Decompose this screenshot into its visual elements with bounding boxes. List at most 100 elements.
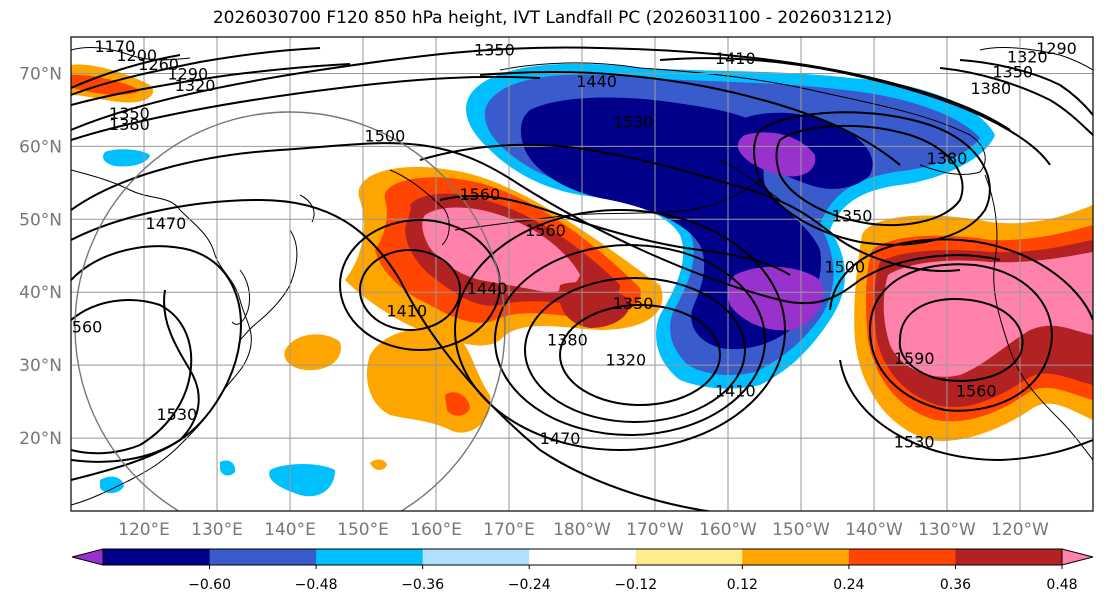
- colorbar-segment-5: [635, 549, 743, 565]
- figure-title: 2026030700 F120 850 hPa height, IVT Land…: [212, 8, 893, 28]
- contour-label-20: 1380: [970, 79, 1011, 98]
- colorbar-segment-8: [955, 549, 1063, 565]
- contour-label-31: 1260: [138, 55, 179, 74]
- colorbar-segment-0: [103, 549, 211, 565]
- contour-low-1410-ring: [454, 209, 786, 451]
- lon-label-7: 170°W: [626, 520, 684, 540]
- colorbar: −0.60 −0.48 −0.36 −0.24 −0.12 0.12 0.24 0.36 0.4…: [71, 548, 1094, 593]
- coast-alaska: [499, 62, 986, 201]
- lon-label-12: 120°W: [991, 520, 1049, 540]
- contour-nw-low-1410: [359, 249, 461, 331]
- colorbar-tick-label-5: 0.12: [727, 577, 758, 593]
- colorbar-extend-low: [71, 548, 104, 566]
- colorbar-extend-high: [1061, 548, 1094, 566]
- contour-label-0: 1350: [474, 40, 515, 59]
- lat-label-5: 70°N: [19, 64, 62, 84]
- lat-label-3: 50°N: [19, 210, 62, 230]
- contour-1560: [439, 195, 791, 276]
- contour-low-1350: [524, 277, 746, 423]
- colorbar-segment-6: [742, 549, 850, 565]
- contour-label-11: 1320: [605, 350, 646, 369]
- coastlines: [71, 47, 1093, 506]
- neg-sw-small-1: [269, 464, 335, 497]
- contour-label-12: 1410: [715, 382, 756, 401]
- lon-label-4: 160°E: [410, 520, 462, 540]
- lon-label-5: 170°E: [483, 520, 535, 540]
- contour-label-33: 1170: [94, 37, 135, 56]
- colorbar-segment-4: [529, 549, 637, 565]
- contour-label-16: 1590: [894, 349, 935, 368]
- contour-north-1440: [479, 70, 901, 166]
- neg-nw-small: [103, 149, 150, 167]
- contour-label-15: 1560: [956, 382, 997, 401]
- ivt-negative-shading: [100, 63, 995, 497]
- lat-label-1: 30°N: [19, 356, 62, 376]
- contour-label-24: 1470: [146, 214, 187, 233]
- contour-west-low-2: [71, 299, 193, 455]
- lat-label-0: 20°N: [19, 429, 62, 449]
- lon-label-6: 180°W: [553, 520, 611, 540]
- coast-kamchatka: [389, 169, 450, 246]
- contour-labels: 1350 1410 1440 1530 1500 1560 1560 1440 1410 1350…: [62, 37, 1077, 452]
- lat-label-2: 40°N: [19, 283, 62, 303]
- map-frame: [70, 36, 1094, 512]
- contour-label-23: 1290: [1036, 39, 1077, 58]
- contour-label-4: 1500: [365, 126, 406, 145]
- lon-label-1: 130°E: [191, 520, 243, 540]
- coast-asia: [71, 169, 252, 506]
- contour-west-low: [71, 245, 242, 463]
- colorbar-tick-label-7: 0.36: [940, 577, 971, 593]
- contour-1500: [71, 142, 1001, 305]
- longitude-labels: 120°E 130°E 140°E 150°E 160°E 170°E 180°W 170°W…: [118, 520, 1049, 540]
- contour-label-14: 1530: [894, 433, 935, 452]
- contour-label-3: 1530: [613, 113, 654, 132]
- colorbar-outline: [102, 548, 1063, 566]
- contour-north-1380: [71, 75, 541, 141]
- contour-ne-1350: [939, 67, 1093, 136]
- contour-1590-east: [898, 298, 1024, 382]
- contour-label-1: 1410: [715, 49, 756, 68]
- contour-label-27: 1350: [109, 104, 150, 123]
- coast-ne-arctic: [979, 47, 1093, 71]
- contour-nw-low-1440: [339, 219, 501, 351]
- contour-label-10: 1380: [547, 331, 588, 350]
- pos-east-max: [883, 252, 1093, 377]
- contour-nw-1320: [71, 63, 351, 106]
- coast-korea: [231, 269, 251, 325]
- colorbar-segment-2: [316, 549, 424, 565]
- contour-label-25: 1560: [62, 318, 103, 337]
- contour-alaska-low: [775, 124, 964, 227]
- contour-label-13: 1470: [540, 429, 581, 448]
- contour-low-1320: [559, 304, 721, 406]
- contour-label-17: 1500: [824, 258, 865, 277]
- lon-label-9: 150°W: [772, 520, 830, 540]
- contour-ne-1320: [959, 59, 1093, 116]
- contour-label-2: 1440: [576, 72, 617, 91]
- coast-namerica: [984, 174, 1093, 461]
- lon-label-8: 160°W: [699, 520, 757, 540]
- lon-label-11: 130°W: [918, 520, 976, 540]
- colorbar-tick-label-0: −0.60: [188, 577, 231, 593]
- colorbar-segment-1: [209, 549, 317, 565]
- contour-north-1410: [659, 57, 1051, 166]
- contour-label-19: 1380: [927, 149, 968, 168]
- contour-1470: [71, 198, 714, 511]
- lon-label-10: 140°W: [845, 520, 903, 540]
- colorbar-tick-label-1: −0.48: [295, 577, 338, 593]
- contour-label-6: 1560: [459, 185, 500, 204]
- pos-tiny-blob: [370, 459, 387, 471]
- contour-label-28: 1380: [109, 115, 150, 134]
- colorbar-tick-label-6: 0.24: [833, 577, 864, 593]
- contour-label-7: 1440: [467, 279, 508, 298]
- colorbar-tick-label-3: −0.24: [508, 577, 551, 593]
- contour-label-18: 1350: [832, 207, 873, 226]
- neg-sw-small-3: [220, 460, 236, 476]
- coast-nw-arctic: [71, 47, 191, 61]
- lat-label-4: 60°N: [19, 137, 62, 157]
- contour-label-9: 1350: [613, 294, 654, 313]
- lon-label-2: 140°E: [264, 520, 316, 540]
- contour-label-8: 1410: [386, 301, 427, 320]
- coast-aleutians: [454, 179, 761, 231]
- pos-nepac-max-core: [559, 282, 631, 328]
